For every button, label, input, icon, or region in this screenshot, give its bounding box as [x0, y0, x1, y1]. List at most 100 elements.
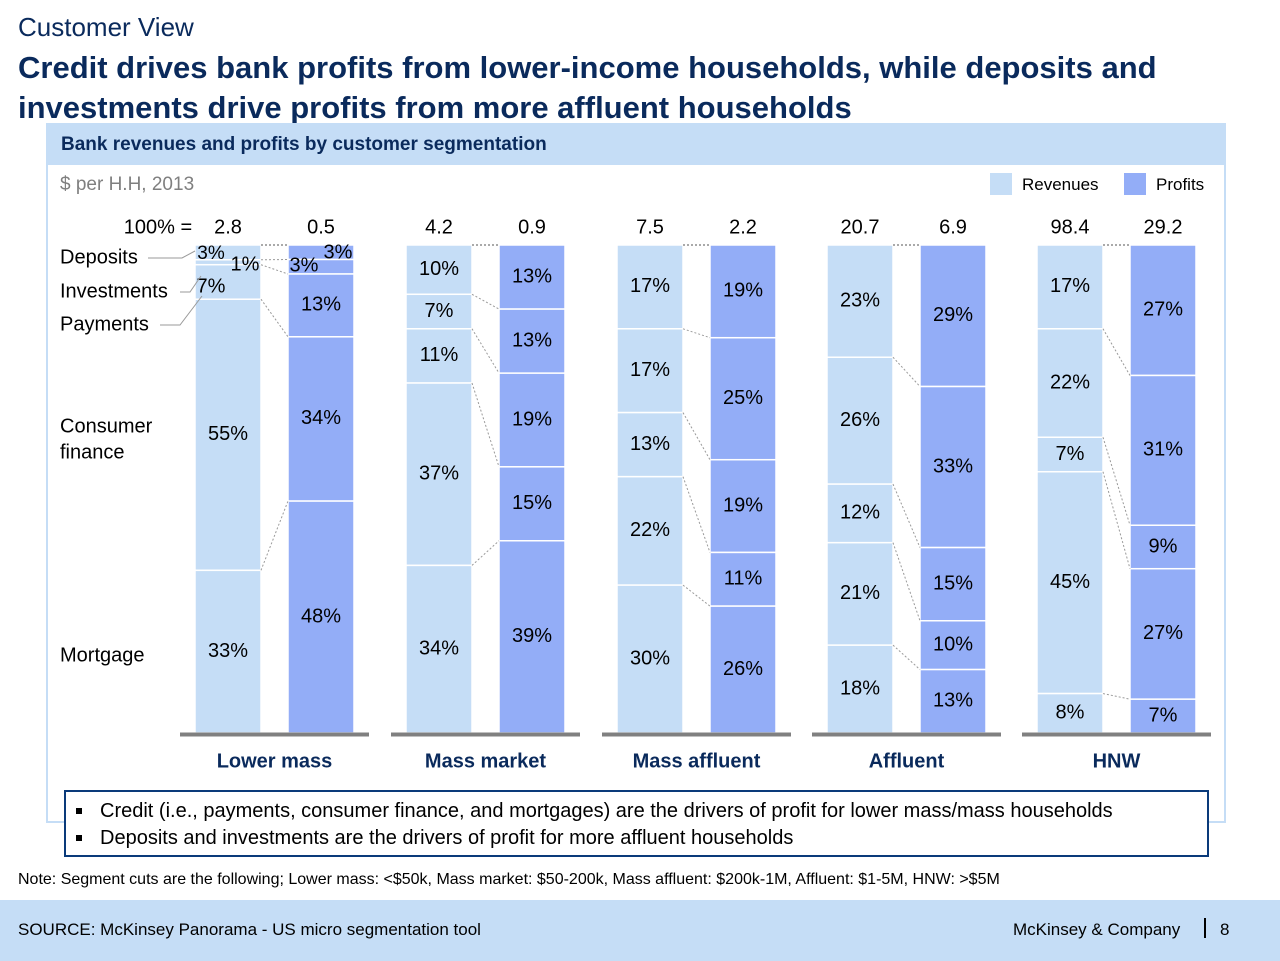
footer-divider	[1204, 918, 1206, 938]
bar-revenues-1-1	[405, 293, 473, 330]
data-label-revenues-3-1: 26%	[840, 409, 880, 431]
row-label-2: Payments	[60, 313, 149, 335]
unit-label: $ per H.H, 2013	[60, 174, 195, 195]
data-label-profits-4-2: 9%	[1149, 535, 1178, 557]
data-label-profits-3-2: 15%	[933, 572, 973, 594]
connector-4-1	[1102, 437, 1131, 526]
bar-revenues-0-3	[194, 298, 262, 572]
bar-revenues-4-1	[1036, 328, 1104, 438]
bar-revenues-4-2	[1036, 436, 1104, 473]
data-label-revenues-3-0: 23%	[840, 289, 880, 311]
total-profits-3: 6.9	[939, 216, 967, 238]
data-label-revenues-2-4: 30%	[630, 647, 670, 669]
leader-deposits	[148, 250, 196, 259]
data-label-revenues-0-0: 3%	[197, 243, 225, 264]
connector-3-0	[892, 356, 921, 387]
data-label-revenues-3-2: 12%	[840, 502, 880, 524]
bar-revenues-2-0	[616, 244, 684, 330]
connector-0-2	[260, 298, 289, 338]
page-number: 8	[1220, 920, 1230, 939]
bar-revenues-1-2	[405, 328, 473, 384]
bar-profits-4-4	[1129, 698, 1197, 734]
data-label-profits-1-1: 13%	[512, 329, 552, 351]
panel-header: Bank revenues and profits by customer se…	[48, 125, 1224, 165]
data-label-profits-2-0: 19%	[723, 280, 763, 302]
data-label-revenues-4-0: 17%	[1050, 275, 1090, 297]
data-label-profits-1-4: 39%	[512, 625, 552, 647]
data-label-profits-0-4: 48%	[301, 605, 341, 627]
bar-revenues-0-2	[194, 263, 262, 300]
data-label-revenues-4-2: 7%	[1056, 443, 1085, 465]
connector-3-2	[892, 542, 921, 621]
connector-2-0	[682, 328, 711, 339]
data-label-profits-3-0: 29%	[933, 304, 973, 326]
bar-revenues-3-4	[826, 644, 894, 734]
legend-label-profits: Profits	[1156, 175, 1205, 194]
total-revenues-3: 20.7	[841, 216, 880, 238]
connector-0-3	[260, 500, 289, 571]
data-label-profits-2-1: 25%	[723, 387, 763, 409]
connector-0-1	[260, 264, 289, 275]
bar-revenues-1-0	[405, 244, 473, 296]
data-label-revenues-4-3: 45%	[1050, 571, 1090, 593]
data-label-revenues-2-3: 22%	[630, 519, 670, 541]
data-label-revenues-1-3: 37%	[419, 462, 459, 484]
legend-swatch-revenues	[990, 173, 1012, 195]
category-label-4: HNW	[1093, 750, 1141, 772]
callout-bullet-2: Deposits and investments are the drivers…	[75, 827, 794, 849]
connector-1-3	[471, 540, 500, 566]
bar-revenues-2-1	[616, 328, 684, 414]
data-label-revenues-0-1: 1%	[231, 253, 260, 275]
connector-3-3	[892, 644, 921, 670]
total-revenues-4: 98.4	[1051, 216, 1090, 238]
total-profits-1: 0.9	[518, 216, 546, 238]
leader-payments	[160, 295, 203, 326]
legend-swatch-profits	[1124, 173, 1146, 195]
data-label-revenues-3-4: 18%	[840, 677, 880, 699]
footnote: Note: Segment cuts are the following; Lo…	[18, 871, 1000, 888]
data-label-profits-1-3: 15%	[512, 492, 552, 514]
bar-revenues-2-3	[616, 475, 684, 586]
legend: Revenues Profits	[990, 173, 1220, 197]
total-profits-2: 2.2	[729, 216, 757, 238]
total-revenues-1: 4.2	[425, 216, 453, 238]
bar-profits-1-0	[498, 244, 566, 310]
bar-profits-3-3	[919, 620, 987, 671]
data-label-revenues-0-3: 55%	[208, 423, 248, 445]
bar-revenues-4-0	[1036, 244, 1104, 330]
data-label-revenues-0-4: 33%	[208, 640, 248, 662]
data-label-profits-2-3: 11%	[724, 568, 763, 590]
total-profits-0: 0.5	[307, 216, 335, 238]
bar-profits-4-1	[1129, 374, 1197, 526]
data-label-revenues-1-1: 7%	[425, 300, 454, 322]
bar-profits-1-4	[498, 540, 566, 734]
bar-profits-4-0	[1129, 244, 1197, 377]
row-label-4: finance	[60, 441, 125, 463]
category-label-3: Affluent	[869, 750, 945, 772]
data-label-revenues-1-2: 11%	[420, 344, 459, 366]
row-label-0: Deposits	[60, 246, 138, 268]
connector-4-3	[1102, 693, 1131, 700]
bar-revenues-1-4	[405, 564, 473, 734]
category-label-0: Lower mass	[217, 750, 333, 772]
bar-profits-2-4	[709, 605, 777, 734]
data-label-revenues-2-1: 17%	[630, 359, 670, 381]
data-label-profits-2-4: 26%	[723, 658, 763, 680]
bar-profits-3-2	[919, 546, 987, 622]
row-label-5: Mortgage	[60, 644, 145, 666]
data-label-profits-0-0: 3%	[324, 241, 353, 263]
section-label: Customer View	[18, 12, 194, 42]
data-label-profits-4-3: 27%	[1143, 622, 1183, 644]
row-label-3: Consumer	[60, 415, 153, 437]
connector-4-2	[1102, 471, 1131, 569]
bar-revenues-3-3	[826, 541, 894, 646]
bar-revenues-2-4	[616, 584, 684, 734]
bar-profits-3-0	[919, 244, 987, 388]
category-label-1: Mass market	[425, 750, 547, 772]
data-label-revenues-4-1: 22%	[1050, 371, 1090, 393]
footer-bar	[0, 900, 1280, 961]
bar-profits-1-2	[498, 372, 566, 468]
bar-profits-4-3	[1129, 567, 1197, 700]
source-text: SOURCE: McKinsey Panorama - US micro seg…	[18, 920, 481, 939]
